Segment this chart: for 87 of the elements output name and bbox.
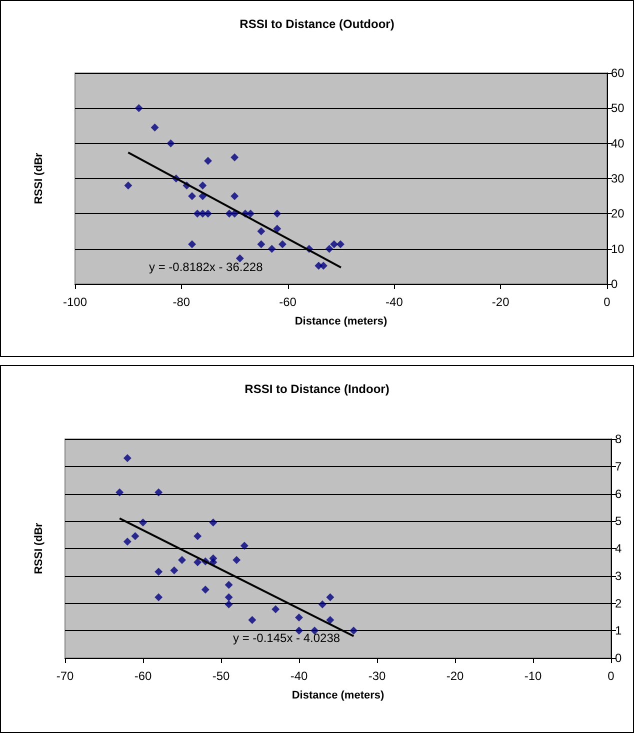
point [198,182,207,190]
point [224,580,233,589]
y-tick-label: 0 [615,651,622,665]
x-tick-label: -80 [172,295,190,309]
y-tick-label: 6 [615,486,622,501]
x-tick-label: -60 [134,669,152,683]
y-tick-label: 0 [611,277,618,291]
x-tick-label: -100 [62,295,88,309]
x-tick-label: -50 [212,669,230,683]
point [326,616,334,624]
x-tick-label: -70 [56,669,74,683]
point [194,532,202,540]
y-tick-label: 1 [615,624,622,638]
point [318,600,326,608]
point [295,626,303,635]
x-tick-label: -40 [386,295,404,309]
point [116,488,124,496]
y-axis-title: RSSI (dBr [33,522,45,574]
point [246,210,255,218]
point [204,210,212,218]
point [204,156,212,165]
x-tick-label: -20 [492,295,510,309]
x-tick-label: -20 [446,669,464,683]
point [224,600,233,608]
point [154,488,163,496]
y-tick-label: 3 [615,568,622,583]
point [123,454,132,462]
point [188,192,196,200]
point [257,240,266,248]
x-axis-title: Distance (meters) [292,690,384,702]
point [201,586,210,594]
point [194,558,202,566]
y-tick-label: 40 [611,136,625,150]
y-tick-label: 20 [611,206,625,221]
point [124,182,132,190]
point [330,240,338,248]
annotation: y = -0.8182x - 36.228 [149,260,264,274]
point [134,104,143,112]
point [139,518,147,526]
point [166,139,175,148]
point [150,124,159,132]
point [350,626,358,635]
y-tick-label: 4 [615,542,622,556]
y-tick-label: 8 [615,432,622,446]
x-tick-label: -30 [368,669,386,683]
point [188,240,196,248]
x-axis-title: Distance (meters) [294,316,388,328]
y-tick-label: 10 [611,242,625,256]
point [209,518,218,526]
point [319,262,328,270]
point [295,613,303,622]
point [154,568,163,576]
point [268,244,276,253]
point [248,616,256,624]
point [278,240,286,248]
chart-title: RSSI to Distance (Indoor) [244,382,390,396]
point [240,542,248,550]
y-tick-label: 2 [615,596,622,610]
point [326,593,334,602]
point [123,538,132,546]
y-tick-label: 30 [611,172,625,186]
point [154,593,163,602]
y-tick-label: 5 [615,514,622,528]
point [257,227,266,236]
point [224,593,233,602]
point [230,192,239,200]
point [273,224,282,233]
annotation: y = -0.145x - 4.0238 [233,631,340,645]
x-tick-label: -40 [290,669,308,683]
y-axis-title: RSSI (dBr [33,152,45,204]
point [230,153,239,162]
point [131,532,140,540]
y-tick-label: 50 [611,101,625,116]
point [178,556,186,564]
point [236,254,244,262]
point [230,210,239,218]
point [273,210,282,218]
x-tick-label: -10 [524,669,542,683]
point [170,566,178,574]
point [232,556,241,564]
point [272,605,280,614]
y-tick-label: 60 [611,66,625,80]
y-tick-label: 7 [615,459,622,474]
x-tick-label: -60 [279,295,297,309]
point [336,240,344,248]
point [325,244,334,253]
chart-title: RSSI to Distance (Outdoor) [240,17,394,31]
